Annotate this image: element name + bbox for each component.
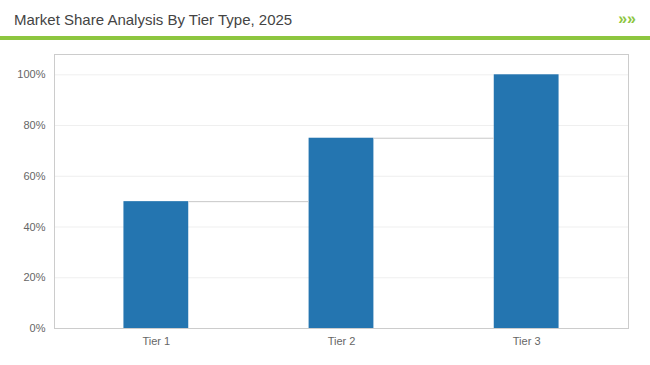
svg-text:20%: 20%	[23, 271, 45, 283]
svg-text:80%: 80%	[23, 119, 45, 131]
html-text:Market Share Analysis By Tier: Market Share Analysis By Tier Type, 2025	[14, 10, 293, 28]
svg-text:60%: 60%	[23, 170, 45, 182]
svg-text:40%: 40%	[23, 221, 45, 233]
svg-text:0%: 0%	[30, 322, 46, 334]
svg-text:Tier 3: Tier 3	[513, 335, 541, 347]
svg-text:100%: 100%	[17, 68, 45, 80]
svg-text:Tier 2: Tier 2	[328, 335, 356, 347]
svg-text:Tier 1: Tier 1	[142, 335, 170, 347]
